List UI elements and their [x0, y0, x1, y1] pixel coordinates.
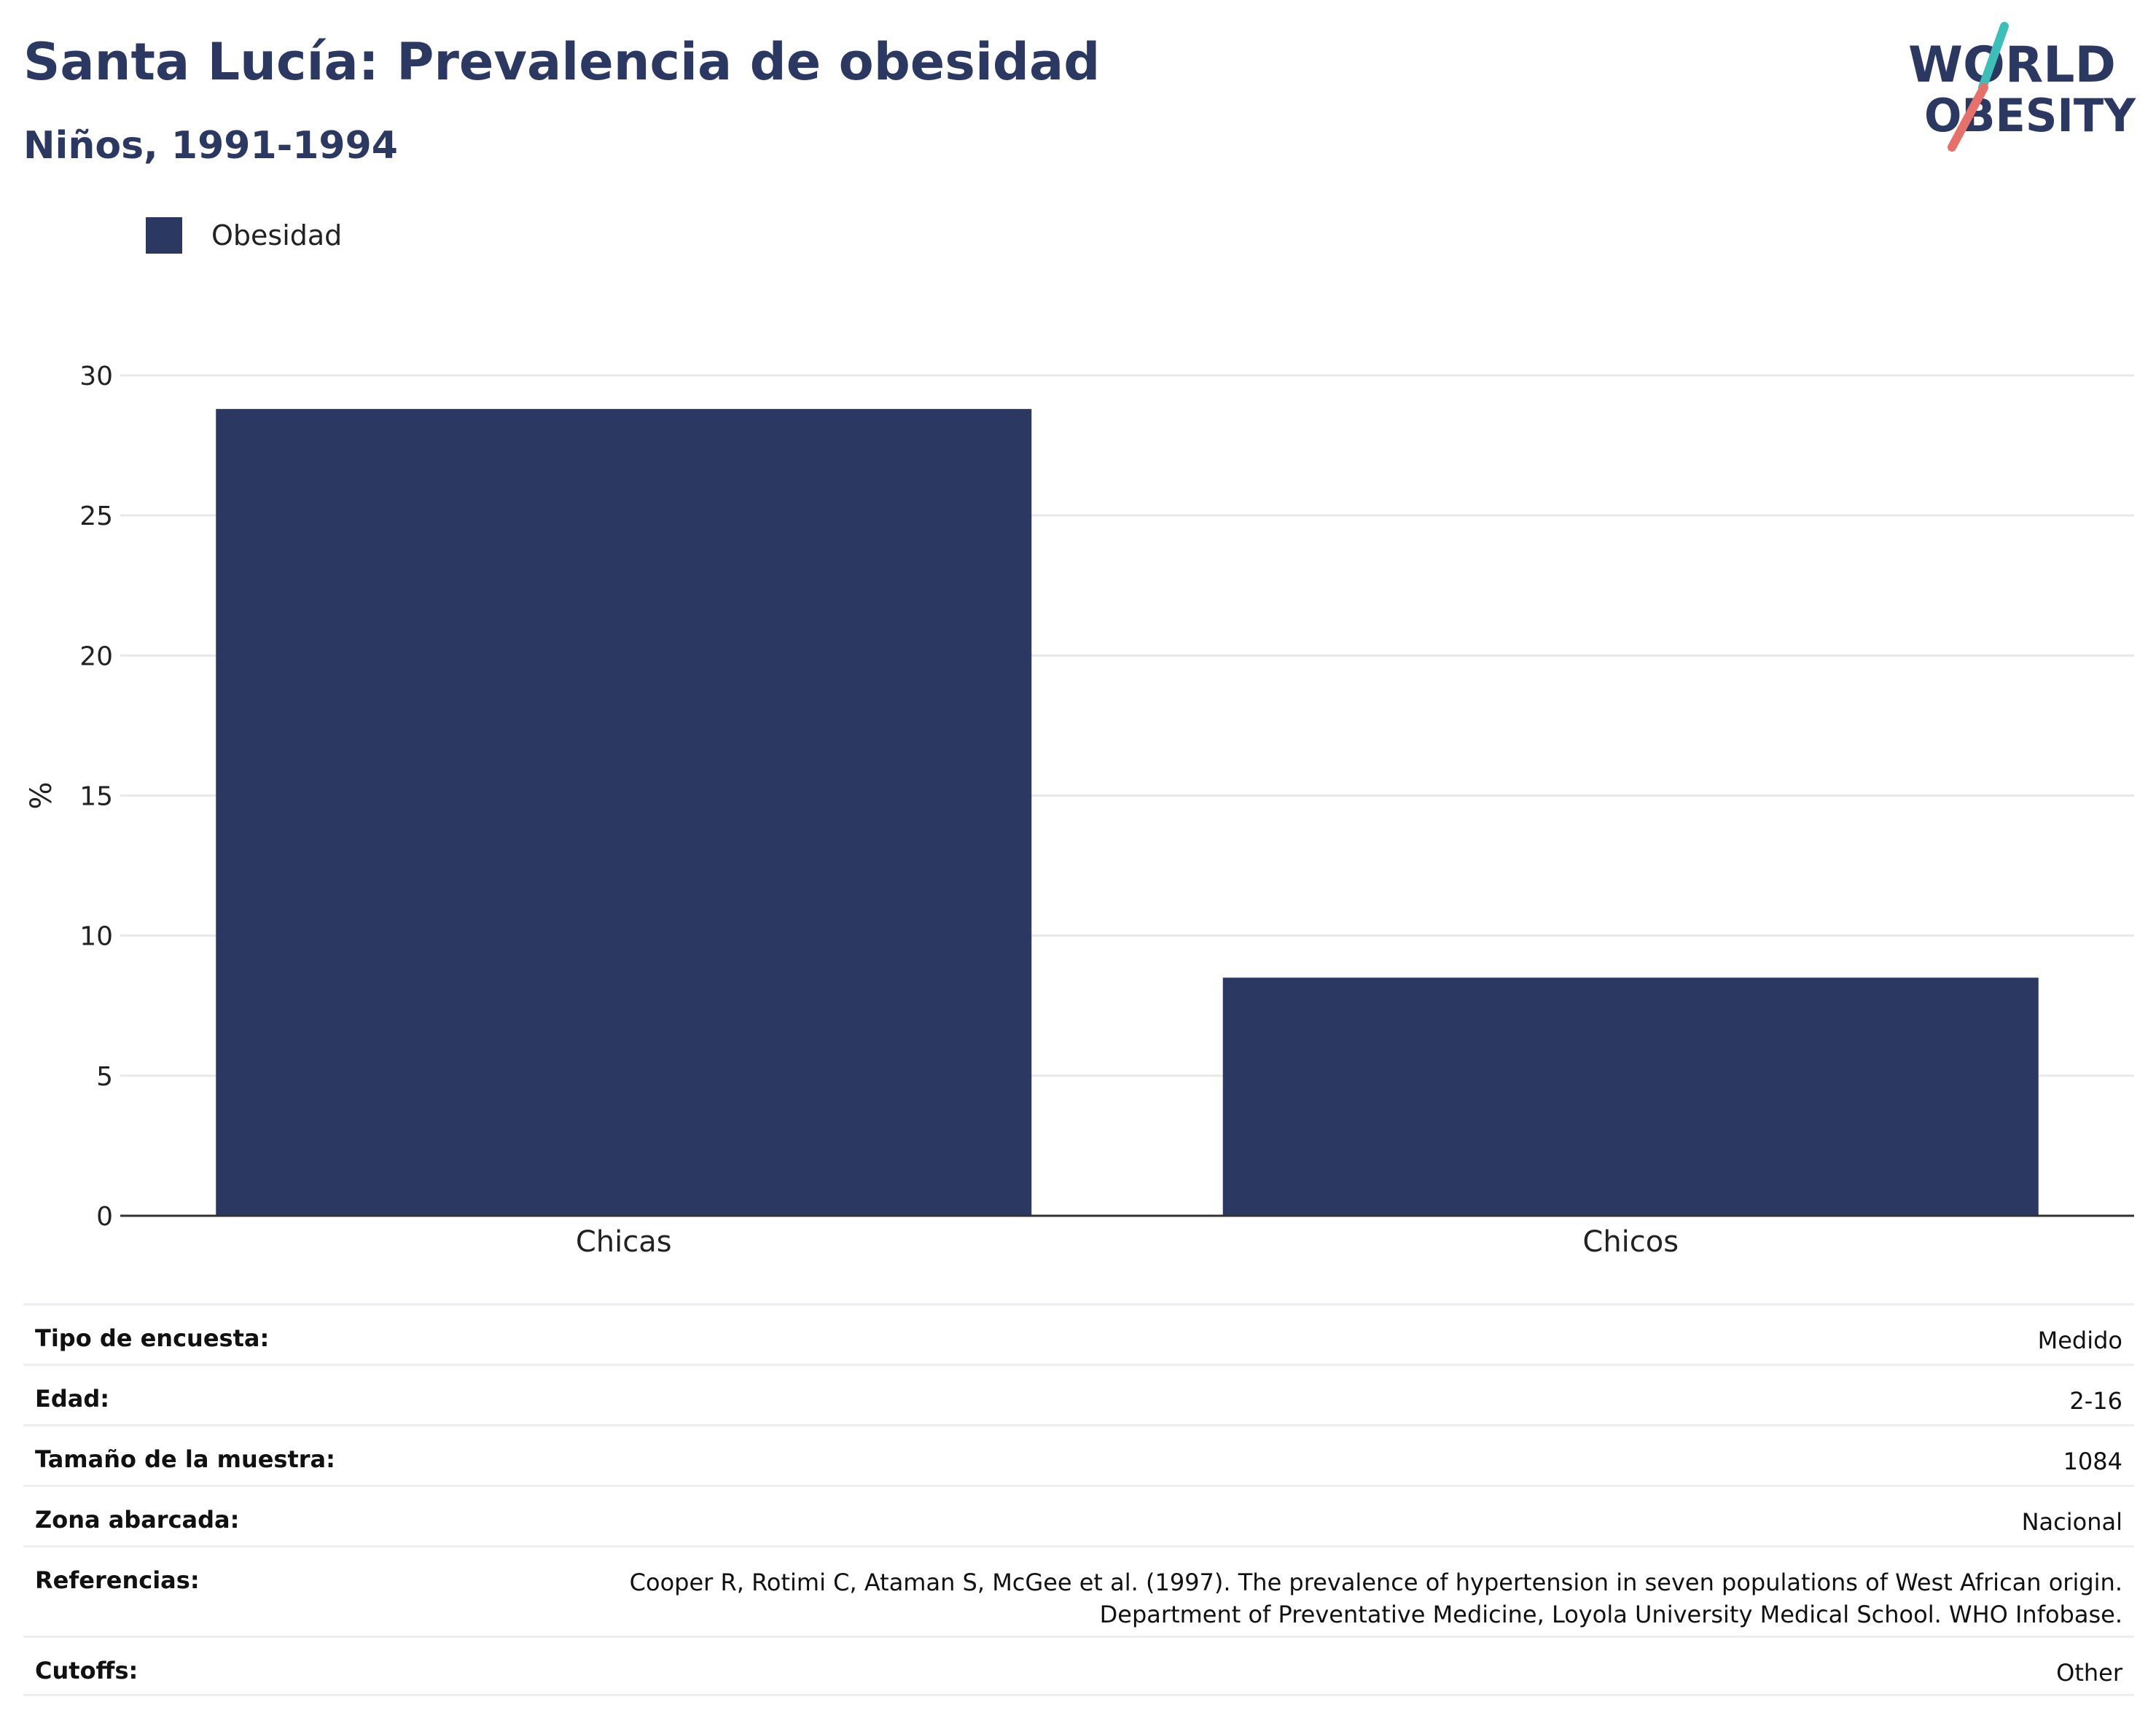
info-row: Cutoffs: Other — [23, 1636, 2134, 1696]
logo-slash-teal — [1978, 22, 2009, 92]
chart-legend: Obesidad — [146, 217, 342, 254]
page-subtitle: Niños, 1991-1994 — [23, 124, 398, 168]
page-title: Santa Lucía: Prevalencia de obesidad — [23, 32, 1101, 92]
x-tick-label: Chicos — [1582, 1225, 1679, 1259]
legend-label-obesidad: Obesidad — [211, 219, 343, 251]
y-tick-label: 0 — [96, 1202, 113, 1232]
y-tick-label: 5 — [96, 1062, 113, 1092]
info-row: Referencias: Cooper R, Rotimi C, Ataman S… — [23, 1545, 2134, 1636]
info-value-line: Other — [2056, 1659, 2122, 1687]
logo-slash-coral — [1948, 83, 1988, 152]
info-label: Cutoffs: — [35, 1657, 138, 1684]
y-tick-label: 10 — [79, 922, 113, 952]
x-tick-label: Chicas — [576, 1225, 672, 1259]
info-value-line: Department of Preventative Medicine, Loy… — [1099, 1601, 2122, 1628]
y-tick-label: 25 — [79, 501, 113, 531]
info-value-line: Nacional — [2021, 1508, 2122, 1536]
info-value: 1084 — [2063, 1426, 2122, 1485]
info-row: Edad: 2-16 — [23, 1364, 2134, 1424]
legend-swatch-obesidad — [146, 217, 182, 254]
survey-info-table: Tipo de encuesta: Medido Edad: 2-16 Tamaño d… — [23, 1303, 2134, 1696]
info-value-line: 2-16 — [2069, 1387, 2122, 1415]
info-value-line: 1084 — [2063, 1448, 2122, 1475]
info-value: Cooper R, Rotimi C, Ataman S, McGee et a… — [630, 1547, 2122, 1636]
info-label: Edad: — [35, 1385, 110, 1413]
bar-chicas — [216, 409, 1032, 1216]
info-label: Zona abarcada: — [35, 1506, 240, 1534]
info-value: Other — [2056, 1638, 2122, 1694]
info-value: Nacional — [2022, 1487, 2122, 1545]
info-label: Tamaño de la muestra: — [35, 1445, 335, 1473]
info-value: Medido — [2038, 1305, 2122, 1364]
info-value: 2-16 — [2069, 1366, 2122, 1424]
info-label: Referencias: — [35, 1566, 200, 1594]
logo-text-world: WORLD — [1908, 36, 2116, 94]
info-value-line: Cooper R, Rotimi C, Ataman S, McGee et a… — [629, 1569, 2122, 1596]
info-row: Tipo de encuesta: Medido — [23, 1303, 2134, 1364]
y-tick-label: 15 — [79, 782, 113, 812]
y-axis-label: % — [25, 781, 58, 809]
info-value-line: Medido — [2037, 1327, 2122, 1354]
bar-chicos — [1222, 977, 2039, 1216]
bar-chart: 0 5 10 15 20 25 30% Chicas Chicos — [25, 362, 2134, 1259]
y-tick-label: 20 — [79, 641, 113, 671]
info-row: Zona abarcada: Nacional — [23, 1485, 2134, 1545]
y-tick-label: 30 — [79, 362, 113, 391]
info-row: Tamaño de la muestra: 1084 — [23, 1424, 2134, 1485]
info-label: Tipo de encuesta: — [35, 1324, 270, 1352]
world-obesity-logo: WORLD OBESITY — [1908, 22, 2136, 152]
